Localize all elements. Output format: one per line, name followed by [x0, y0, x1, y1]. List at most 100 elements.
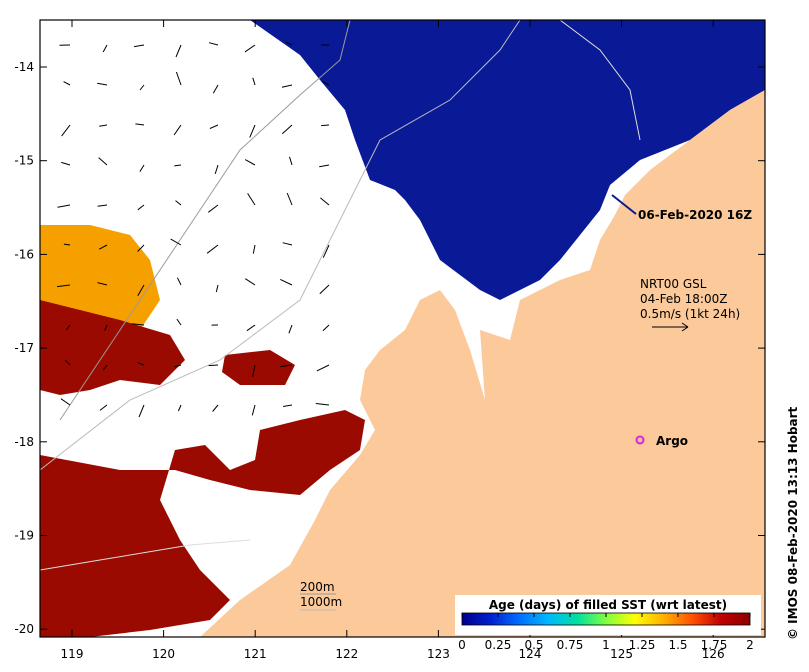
current-vector — [244, 159, 256, 166]
current-vector — [209, 124, 219, 129]
current-vector — [246, 324, 256, 332]
current-vector — [137, 284, 145, 296]
credit-label: © IMOS 08-Feb-2020 13:13 Hobart — [786, 406, 800, 640]
latitude-labels: -14 -15 -16 -17 -18 -19 -20 — [14, 60, 34, 636]
current-vector — [207, 204, 219, 213]
current-vector — [97, 204, 108, 207]
current-vector — [175, 44, 182, 58]
lat-tick-label: -19 — [14, 529, 34, 543]
lat-tick-label: -16 — [14, 247, 34, 261]
current-time-label: 04-Feb 18:00Z — [640, 292, 727, 306]
colorbar-tick-label: 1.5 — [668, 638, 687, 652]
lon-tick-label: 122 — [335, 647, 358, 661]
timestamp-pointer — [611, 194, 637, 215]
current-vector — [206, 244, 219, 254]
colorbar-tick-label: 1.75 — [701, 638, 728, 652]
lat-tick-label: -20 — [14, 622, 34, 636]
current-vector — [215, 284, 219, 293]
current-vector — [99, 404, 108, 411]
current-vector — [135, 123, 145, 126]
current-vector — [281, 84, 293, 88]
current-vector — [319, 284, 330, 295]
lon-tick-label: 125 — [610, 647, 633, 661]
lon-tick-label: 119 — [61, 647, 84, 661]
current-scale-arrow — [652, 322, 689, 332]
stale-red-region-mid — [222, 350, 295, 385]
lon-tick-label: 126 — [702, 647, 725, 661]
current-vector — [247, 193, 256, 206]
current-vector — [139, 84, 145, 91]
current-vector — [249, 124, 256, 138]
current-vector — [320, 197, 330, 206]
current-vector — [104, 324, 108, 331]
current-scale-label: 0.5m/s (1kt 24h) — [640, 307, 740, 321]
current-vector — [57, 204, 71, 208]
current-vector — [137, 204, 145, 211]
land-mass — [200, 90, 765, 637]
current-vector — [170, 238, 182, 246]
lat-tick-label: -17 — [14, 341, 34, 355]
current-vector — [97, 82, 108, 86]
current-vector — [103, 364, 108, 371]
current-vector — [319, 164, 330, 168]
colorbar-tick-label: 0.25 — [485, 638, 512, 652]
isobath-1000m — [40, 20, 521, 471]
current-vector — [176, 318, 182, 326]
current-vector — [174, 364, 182, 368]
current-vector — [316, 364, 330, 372]
current-vector — [175, 71, 182, 86]
current-vector — [102, 44, 108, 53]
isobath-east — [559, 20, 641, 141]
current-vector — [174, 164, 182, 167]
colorbar-tick-label: 2 — [746, 638, 754, 652]
current-vector — [61, 161, 71, 166]
current-vector — [137, 362, 145, 366]
current-vector — [173, 124, 182, 136]
current-vector — [285, 41, 293, 46]
current-vector — [286, 192, 293, 206]
current-vector — [139, 164, 145, 172]
longitude-labels: 119 120 121 122 123 124 125 126 — [61, 647, 725, 661]
plot-frame — [39, 19, 766, 638]
current-vector — [63, 243, 71, 246]
current-vector — [65, 324, 71, 331]
isobath-south — [40, 539, 251, 571]
current-vector — [64, 359, 71, 366]
colorbar-title: Age (days) of filled SST (wrt latest) — [489, 598, 727, 612]
depth-200-label: 200m — [300, 580, 335, 594]
colorbar-tick-label: 1.25 — [629, 638, 656, 652]
timestamp-label: 06-Feb-2020 16Z — [638, 208, 752, 222]
lon-tick-label: 120 — [152, 647, 175, 661]
stale-red-region-west — [40, 300, 185, 395]
colorbar-tick-label: 0.5 — [524, 638, 543, 652]
current-vector — [321, 80, 330, 86]
current-vector — [288, 324, 293, 334]
current-vector — [212, 404, 219, 412]
current-vector — [280, 364, 293, 368]
current-vector — [321, 124, 330, 127]
lon-tick-label: 123 — [427, 647, 450, 661]
current-vector — [280, 278, 293, 286]
current-vector — [281, 124, 293, 135]
current-vector — [283, 404, 293, 407]
current-vector — [138, 404, 145, 418]
current-vector — [63, 81, 71, 86]
current-vector — [176, 277, 182, 286]
current-vector — [177, 404, 182, 412]
current-vector — [208, 42, 219, 46]
current-vector — [252, 77, 256, 86]
current-vector — [99, 124, 108, 127]
lon-tick-label: 124 — [519, 647, 542, 661]
newest-sst-region — [250, 20, 765, 300]
current-vector — [208, 364, 219, 367]
current-vector — [244, 44, 256, 53]
current-vector — [289, 156, 293, 166]
depth-1000-label: 1000m — [300, 595, 342, 609]
current-vector — [315, 403, 330, 406]
colorbar-ticks: 0 0.25 0.5 0.75 1 1.25 1.5 1.75 2 — [458, 613, 754, 652]
current-vector — [322, 244, 330, 258]
current-vector — [131, 323, 145, 326]
current-vector — [282, 242, 293, 246]
stale-red-region-south — [40, 410, 365, 637]
